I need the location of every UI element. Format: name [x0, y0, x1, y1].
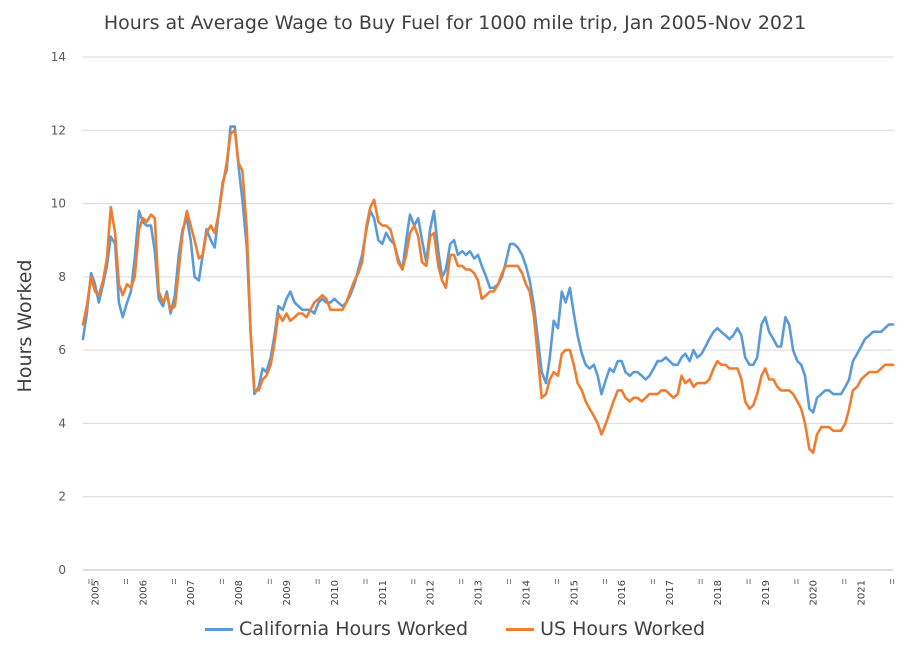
x-tick-label-2012: 2012 — [426, 580, 437, 605]
x-tick-label-2016: 2016 — [617, 580, 628, 605]
x-tick-label-2005: 2005 — [90, 580, 101, 605]
x-tick-label-2011: 2011 — [378, 580, 389, 605]
x-axis: 2005 2006 2007 2008 2009 2010 2011 2012 2013 2014… — [83, 569, 895, 605]
y-tick-label-14: 14 — [51, 50, 66, 64]
y-tick-label-4: 4 — [58, 416, 66, 430]
y-tick-label-10: 10 — [51, 197, 66, 211]
x-tick-label-2017: 2017 — [665, 580, 676, 605]
x-tick-label-2020: 2020 — [809, 580, 820, 605]
series-line-us — [81, 129, 895, 454]
y-tick-label-6: 6 — [58, 343, 66, 357]
legend-item-california: California Hours Worked — [204, 618, 469, 640]
y-tick-label-0: 0 — [58, 563, 66, 577]
x-tick-label-2010: 2010 — [330, 580, 341, 605]
x-tick-label-2007: 2007 — [186, 580, 197, 605]
legend-item-us: US Hours Worked — [506, 618, 705, 640]
y-tick-label-12: 12 — [51, 123, 66, 137]
y-tick-label-8: 8 — [58, 270, 66, 284]
legend-swatch-us — [506, 627, 535, 631]
x-tick-label-2021: 2021 — [857, 580, 868, 605]
legend-swatch-california — [204, 627, 233, 631]
x-tick-label-2008: 2008 — [234, 580, 245, 605]
x-tick-label-2013: 2013 — [474, 580, 485, 605]
x-tick-label-2006: 2006 — [138, 580, 149, 605]
x-tick-label-2009: 2009 — [282, 580, 293, 605]
series-lines — [81, 125, 895, 454]
legend: California Hours Worked US Hours Worked — [0, 618, 910, 640]
x-tick-label-2019: 2019 — [761, 580, 772, 605]
series-line-california — [81, 125, 895, 414]
y-tick-label-2: 2 — [58, 490, 66, 504]
chart-title: Hours at Average Wage to Buy Fuel for 10… — [103, 12, 807, 34]
y-axis-ticks: 0 2 4 6 8 10 12 14 — [51, 50, 66, 577]
x-tick-label-2015: 2015 — [569, 580, 580, 605]
legend-label-us: US Hours Worked — [540, 618, 706, 640]
x-tick-label-2018: 2018 — [713, 580, 724, 605]
gridlines — [83, 56, 893, 571]
x-tick-label-2014: 2014 — [521, 580, 532, 605]
legend-label-california: California Hours Worked — [238, 618, 469, 640]
